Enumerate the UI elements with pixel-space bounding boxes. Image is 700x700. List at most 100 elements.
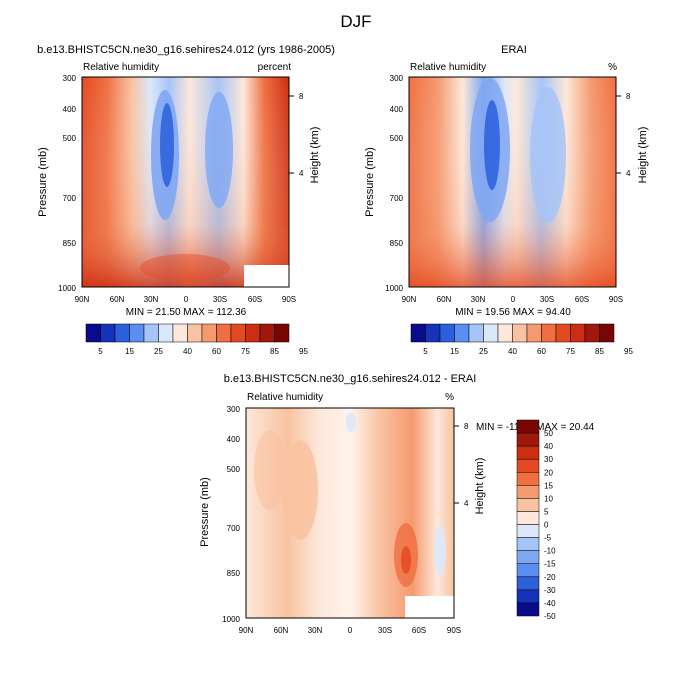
colorbar-label: 95 <box>299 347 308 356</box>
colorbar-swatch <box>114 323 130 343</box>
y-axis: Pressure (mb) 300 400 500 700 850 1000 <box>364 74 404 293</box>
anomaly-patch <box>434 525 446 575</box>
colorbar-label: 85 <box>595 347 604 356</box>
x-axis: 90N 60N 30N 0 30S 60S 90S <box>402 295 623 304</box>
colorbar-label: 60 <box>537 347 546 356</box>
min-max-readout: MIN = 21.50 MAX = 112.36 <box>126 307 247 318</box>
y-axis-label: Pressure (mb) <box>199 477 211 547</box>
colorbar-swatch <box>274 323 290 343</box>
panel-title: b.e13.BHISTC5CN.ne30_g16.sehires24.012 (… <box>37 44 335 56</box>
x-tick-label: 60S <box>248 295 262 304</box>
x-tick-label: 0 <box>511 295 516 304</box>
x-tick-label: 90S <box>447 626 461 635</box>
x-tick-label: 30N <box>144 295 159 304</box>
colorbar-label: -40 <box>544 599 556 608</box>
colorbar-label: 20 <box>544 468 553 477</box>
colorbar-swatch <box>516 602 540 617</box>
colorbar-swatch <box>516 511 540 525</box>
y2-axis-label: Height (km) <box>474 458 486 515</box>
dry-core <box>160 103 174 187</box>
colorbar-label: -15 <box>544 560 556 569</box>
y2-tick-label: 8 <box>464 422 469 431</box>
colorbar-label: 40 <box>508 347 517 356</box>
x-tick-label: 60N <box>110 295 125 304</box>
colorbar-swatch <box>516 537 540 551</box>
y-tick-label: 500 <box>63 134 77 143</box>
colorbar-label: -20 <box>544 573 556 582</box>
colorbar-swatch <box>187 323 203 343</box>
colorbar-label: 15 <box>544 481 553 490</box>
moist-band <box>205 92 233 208</box>
colorbar-swatch <box>541 323 557 343</box>
x-tick-label: 30S <box>213 295 227 304</box>
colorbar-label: 15 <box>125 347 134 356</box>
colorbar-label: 75 <box>241 347 250 356</box>
colorbar-swatch <box>245 323 261 343</box>
y-tick-label: 700 <box>63 194 77 203</box>
right-label: percent <box>258 62 292 73</box>
y2-axis: Height (km) 8 4 <box>616 92 649 183</box>
plot-frame <box>81 76 290 288</box>
colorbar-label: -10 <box>544 547 556 556</box>
colorbar-label: 95 <box>624 347 633 356</box>
colorbar-swatch <box>516 524 540 538</box>
colorbar-swatch <box>516 563 540 578</box>
colorbar-swatch <box>516 445 540 460</box>
colorbar-swatch <box>570 323 586 343</box>
x-tick-label: 90N <box>402 295 417 304</box>
y2-tick-label: 8 <box>626 92 631 101</box>
colorbar-swatch <box>85 323 101 343</box>
colorbar: 5 15 25 40 60 75 85 95 <box>85 323 308 356</box>
y2-tick-label: 4 <box>299 169 304 178</box>
y-tick-label: 400 <box>227 435 241 444</box>
panel-obs: ERAI Relative humidity % Pressure (mb) 3… <box>364 44 649 356</box>
y-tick-label: 850 <box>390 239 404 248</box>
y-tick-label: 700 <box>390 194 404 203</box>
colorbar-swatch <box>599 323 615 343</box>
y-tick-label: 300 <box>390 74 404 83</box>
colorbar-label: 5 <box>544 507 549 516</box>
colorbar-swatch <box>526 323 542 343</box>
moist-band <box>140 254 230 282</box>
right-label: % <box>445 392 454 403</box>
x-tick-label: 30S <box>378 626 392 635</box>
colorbar-swatch <box>584 323 600 343</box>
panel-title: ERAI <box>501 44 527 56</box>
colorbar-label: 0 <box>544 521 549 530</box>
colorbar-label: 25 <box>154 347 163 356</box>
colorbar-swatch <box>516 550 540 564</box>
y2-tick-label: 4 <box>464 499 469 508</box>
y-tick-label: 400 <box>390 105 404 114</box>
x-tick-label: 90S <box>609 295 623 304</box>
colorbar-swatch <box>516 458 540 473</box>
figure-title: DJF <box>340 12 371 31</box>
y-tick-label: 500 <box>227 465 241 474</box>
colorbar-swatch <box>100 323 116 343</box>
y-tick-label: 1000 <box>222 615 240 624</box>
y-axis: Pressure (mb) 300 400 500 700 850 1000 <box>199 405 241 624</box>
colorbar-swatch <box>425 323 441 343</box>
colorbar-label: 15 <box>450 347 459 356</box>
colorbar-swatch <box>516 589 540 604</box>
x-tick-label: 0 <box>184 295 189 304</box>
colorbar-swatch <box>158 323 174 343</box>
x-axis: 90N 60N 30N 0 30S 60S 90S <box>239 626 461 635</box>
colorbar-swatch <box>468 323 484 343</box>
colorbar-swatch <box>512 323 528 343</box>
y2-tick-label: 8 <box>299 92 304 101</box>
colorbar-swatch <box>216 323 232 343</box>
plot-field-shading <box>409 77 616 287</box>
colorbar-swatch <box>555 323 571 343</box>
panel-title: b.e13.BHISTC5CN.ne30_g16.sehires24.012 -… <box>224 373 477 385</box>
left-label: Relative humidity <box>410 62 486 73</box>
anomaly-patch <box>346 412 356 432</box>
x-tick-label: 0 <box>348 626 353 635</box>
y-tick-label: 700 <box>227 524 241 533</box>
colorbar-swatch <box>259 323 275 343</box>
x-tick-label: 90S <box>282 295 296 304</box>
colorbar-label: -50 <box>544 612 556 621</box>
colorbar-swatch <box>201 323 217 343</box>
colorbar-label: 75 <box>566 347 575 356</box>
colorbar-label: 5 <box>423 347 428 356</box>
